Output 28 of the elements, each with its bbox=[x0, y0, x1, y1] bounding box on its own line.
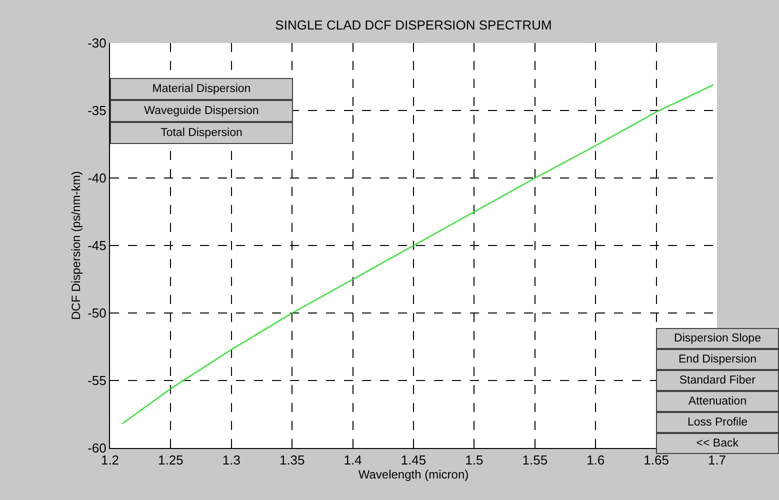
chart-title: SINGLE CLAD DCF DISPERSION SPECTRUM bbox=[275, 18, 552, 33]
annotation: Dispersion Slope bbox=[674, 332, 761, 344]
annotation: Material Dispersion bbox=[152, 83, 251, 95]
y-tick-label: -40 bbox=[88, 170, 106, 186]
annotation: Standard Fiber bbox=[679, 374, 756, 386]
y-axis-title: DCF Dispersion (ps/nm-km) bbox=[68, 171, 83, 320]
x-tick-label: 1.6 bbox=[586, 452, 605, 468]
x-tick-label: 1.4 bbox=[344, 452, 362, 468]
y-tick-label: -45 bbox=[88, 238, 106, 254]
annotation: End Dispersion bbox=[678, 354, 756, 366]
annotation: Loss Profile bbox=[687, 416, 748, 428]
annotation: << Back bbox=[696, 438, 739, 450]
annotation: Waveguide Dispersion bbox=[144, 105, 259, 117]
x-axis-title: Wavelength (micron) bbox=[358, 468, 469, 482]
x-tick-label: 1.35 bbox=[279, 452, 305, 468]
x-tick-label: 1.45 bbox=[400, 452, 426, 468]
annotation: Attenuation bbox=[688, 396, 747, 408]
y-tick-label: -55 bbox=[88, 373, 106, 388]
x-tick-label: 1.55 bbox=[522, 452, 548, 468]
x-tick-label: 1.3 bbox=[222, 452, 240, 468]
y-tick-label: -50 bbox=[88, 306, 106, 321]
annotation: Total Dispersion bbox=[160, 127, 242, 139]
x-tick-label: 1.5 bbox=[465, 452, 484, 468]
x-tick-label: 1.25 bbox=[158, 452, 184, 468]
x-tick-label: 1.65 bbox=[644, 452, 669, 468]
y-tick-label: -30 bbox=[88, 36, 106, 51]
x-tick-label: 1.7 bbox=[708, 452, 726, 468]
y-tick-label: -35 bbox=[88, 103, 106, 118]
